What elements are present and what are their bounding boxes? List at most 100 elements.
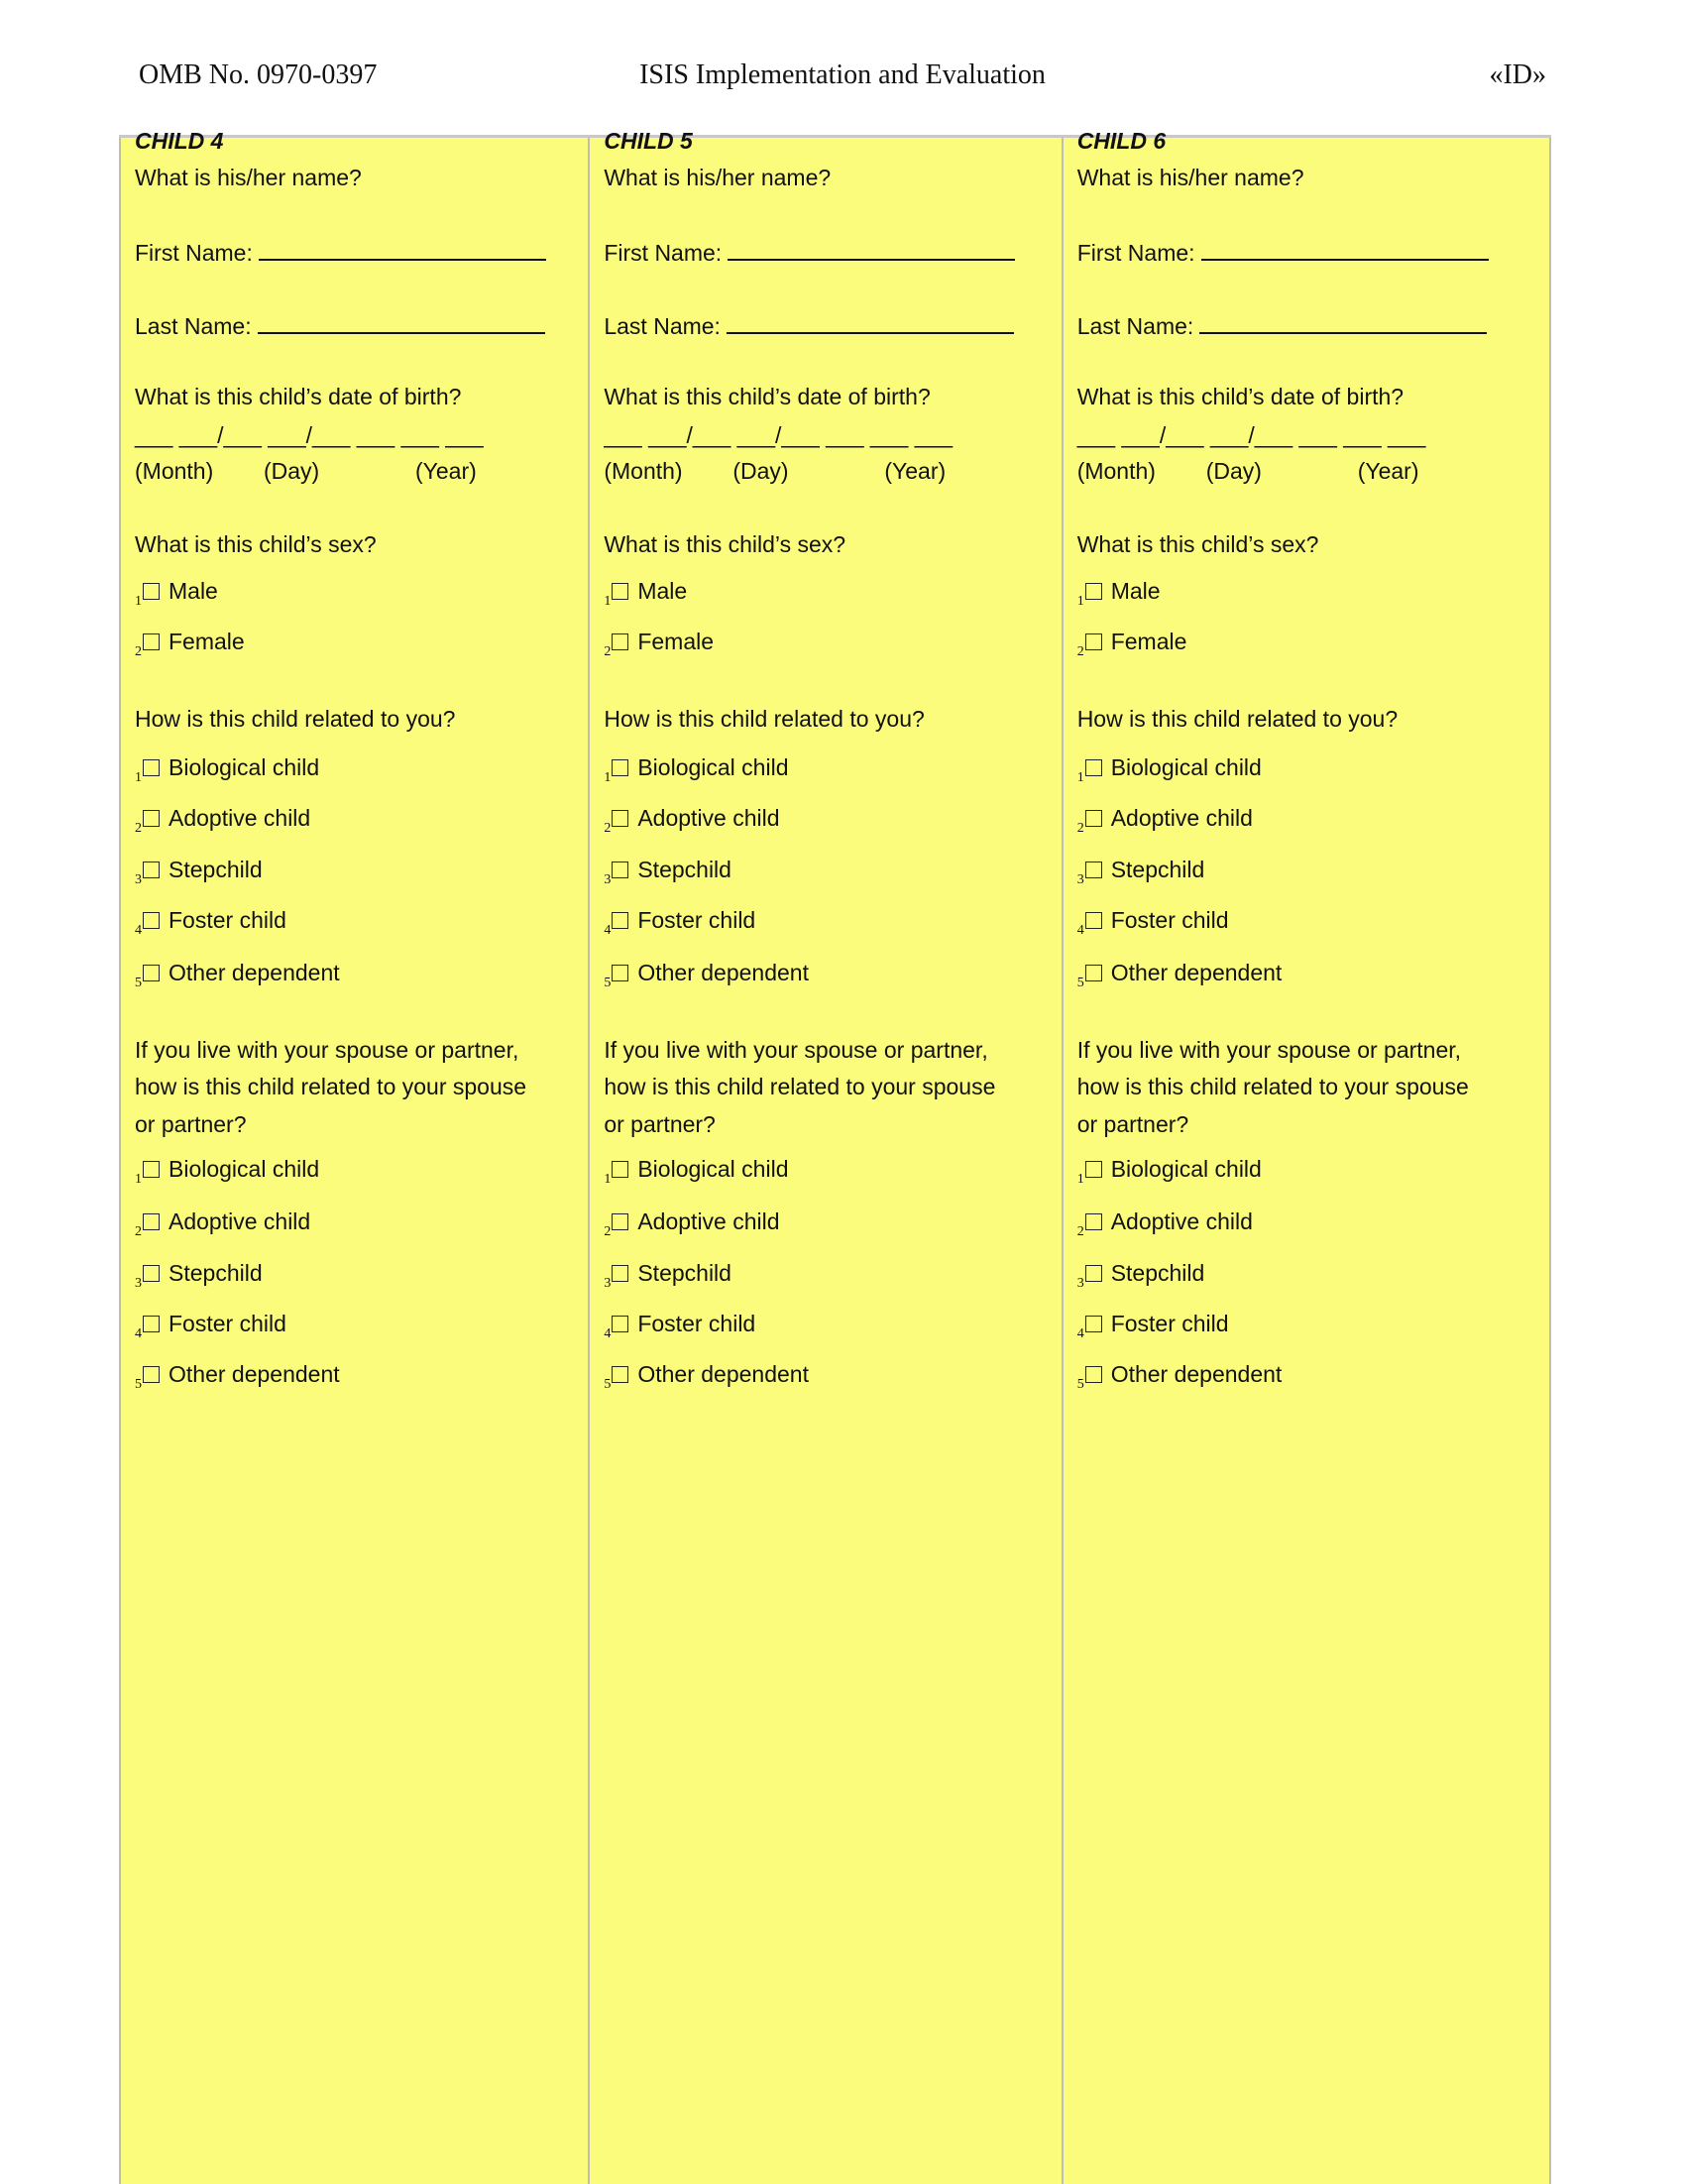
relation-option[interactable]: 3 Stepchild (1077, 856, 1205, 888)
spouse-relation-option[interactable]: 4 Foster child (1077, 1310, 1229, 1342)
spouse-relation-option[interactable]: 2 Adoptive child (135, 1207, 310, 1240)
relation-option[interactable]: 4 Foster child (135, 906, 286, 939)
checkbox[interactable] (1084, 862, 1102, 878)
relation-option[interactable]: 1 Biological child (135, 753, 319, 786)
checkbox[interactable] (143, 1316, 160, 1332)
checkbox[interactable] (1084, 1366, 1102, 1383)
spouse-relation-option[interactable]: 5 Other dependent (135, 1360, 340, 1393)
last-name-input[interactable] (1199, 310, 1488, 334)
checkbox[interactable] (143, 583, 160, 600)
checkbox[interactable] (1084, 633, 1102, 650)
checkbox[interactable] (612, 633, 629, 650)
relation-option[interactable]: 2 Adoptive child (135, 804, 310, 837)
sex-option[interactable]: 1 Male (135, 577, 218, 610)
relation-option[interactable]: 4 Foster child (604, 906, 755, 939)
sex-option[interactable]: 1 Male (1077, 577, 1161, 610)
sex-option[interactable]: 2 Female (135, 628, 245, 660)
relation-option[interactable]: 3 Stepchild (135, 856, 263, 888)
dob-year-label: (Year) (415, 458, 477, 484)
omb-number: OMB No. 0970-0397 (139, 59, 378, 90)
child-column: CHILD 4 What is his/her name? First Name: L… (119, 128, 589, 2184)
spouse-relation-option[interactable]: 3 Stepchild (135, 1259, 263, 1292)
checkbox[interactable] (1084, 912, 1102, 929)
relation-option[interactable]: 2 Adoptive child (1077, 804, 1253, 837)
relation-option[interactable]: 3 Stepchild (604, 856, 731, 888)
spouse-relation-option[interactable]: 5 Other dependent (604, 1360, 809, 1393)
spouse-relation-option[interactable]: 1 Biological child (135, 1155, 319, 1188)
relation-question: How is this child related to you? (604, 706, 925, 732)
checkbox[interactable] (612, 1265, 629, 1282)
relation-option[interactable]: 5 Other dependent (135, 959, 340, 991)
checkbox[interactable] (612, 912, 629, 929)
last-name-input[interactable] (257, 310, 545, 334)
relation-option[interactable]: 5 Other dependent (604, 959, 809, 991)
relation-question: How is this child related to you? (1076, 706, 1399, 732)
checkbox[interactable] (1084, 810, 1102, 827)
checkbox[interactable] (143, 912, 160, 929)
relation-option[interactable]: 1 Biological child (604, 753, 788, 786)
checkbox[interactable] (143, 633, 160, 650)
spouse-relation-option[interactable]: 1 Biological child (1077, 1155, 1262, 1188)
spouse-relation-option[interactable]: 2 Adoptive child (1077, 1207, 1253, 1240)
dob-input[interactable]: ___ ___/___ ___/___ ___ ___ ___ (1076, 422, 1426, 448)
checkbox[interactable] (612, 1161, 629, 1178)
checkbox[interactable] (612, 810, 629, 827)
option-number: 3 (135, 1276, 142, 1291)
spouse-relation-option[interactable]: 5 Other dependent (1077, 1360, 1283, 1393)
spouse-relation-option[interactable]: 4 Foster child (135, 1310, 286, 1342)
spouse-relation-option-label: Adoptive child (168, 1208, 311, 1234)
relation-option[interactable]: 2 Adoptive child (604, 804, 779, 837)
relation-option-label: Other dependent (168, 960, 340, 985)
option-number: 1 (135, 594, 142, 609)
checkbox[interactable] (612, 965, 629, 981)
spouse-relation-option[interactable]: 3 Stepchild (604, 1259, 731, 1292)
checkbox[interactable] (612, 1316, 629, 1332)
relation-option[interactable]: 1 Biological child (1077, 753, 1262, 786)
first-name-input[interactable] (728, 237, 1016, 261)
first-name-input[interactable] (258, 237, 546, 261)
relation-option-label: Biological child (1110, 754, 1262, 780)
checkbox[interactable] (1084, 583, 1102, 600)
dob-input[interactable]: ___ ___/___ ___/___ ___ ___ ___ (135, 422, 484, 448)
checkbox[interactable] (143, 1161, 160, 1178)
option-number: 2 (604, 1224, 612, 1239)
checkbox[interactable] (143, 1213, 160, 1230)
spouse-relation-option-label: Stepchild (1110, 1260, 1205, 1286)
relation-option[interactable]: 4 Foster child (1077, 906, 1229, 939)
spouse-relation-option[interactable]: 1 Biological child (604, 1155, 788, 1188)
spouse-relation-option[interactable]: 3 Stepchild (1077, 1259, 1205, 1292)
checkbox[interactable] (143, 1366, 160, 1383)
relation-option-label: Other dependent (1110, 960, 1283, 985)
dob-day-label: (Day) (264, 458, 320, 484)
last-name-input[interactable] (726, 310, 1014, 334)
checkbox[interactable] (612, 1366, 629, 1383)
dob-input[interactable]: ___ ___/___ ___/___ ___ ___ ___ (604, 422, 954, 448)
checkbox[interactable] (1084, 1161, 1102, 1178)
option-number: 2 (1076, 1224, 1084, 1239)
checkbox[interactable] (1084, 759, 1102, 776)
checkbox[interactable] (1084, 1316, 1102, 1332)
checkbox[interactable] (612, 583, 629, 600)
checkbox[interactable] (143, 965, 160, 981)
dob-month-label: (Month) (1076, 458, 1156, 484)
checkbox[interactable] (612, 759, 629, 776)
checkbox[interactable] (143, 1265, 160, 1282)
checkbox[interactable] (143, 810, 160, 827)
checkbox[interactable] (612, 862, 629, 878)
sex-option[interactable]: 2 Female (604, 628, 714, 660)
checkbox[interactable] (143, 862, 160, 878)
first-name-input[interactable] (1200, 237, 1489, 261)
checkbox[interactable] (1084, 1213, 1102, 1230)
checkbox[interactable] (1084, 1265, 1102, 1282)
spouse-relation-option[interactable]: 4 Foster child (604, 1310, 755, 1342)
option-number: 3 (1076, 1276, 1084, 1291)
option-number: 5 (1076, 1377, 1084, 1392)
checkbox[interactable] (612, 1213, 629, 1230)
checkbox[interactable] (143, 759, 160, 776)
checkbox[interactable] (1084, 965, 1102, 981)
sex-option[interactable]: 1 Male (604, 577, 687, 610)
spouse-relation-option[interactable]: 2 Adoptive child (604, 1207, 779, 1240)
relation-option[interactable]: 5 Other dependent (1077, 959, 1283, 991)
sex-option[interactable]: 2 Female (1077, 628, 1187, 660)
spouse-relation-option-label: Stepchild (168, 1260, 263, 1286)
